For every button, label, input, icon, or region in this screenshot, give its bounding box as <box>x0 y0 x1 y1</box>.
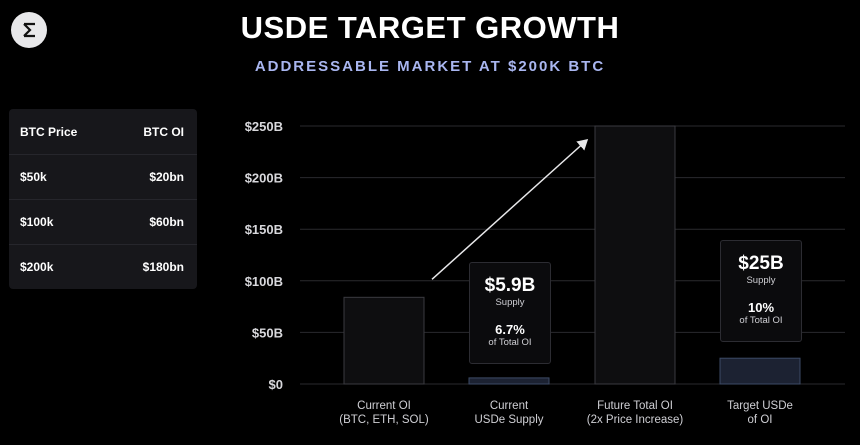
table-row: $100k $60bn <box>9 199 197 244</box>
table-cell-price: $100k <box>20 215 54 229</box>
x-tick-label-line: Target USDe <box>727 400 793 412</box>
table-header-row: BTC Price BTC OI <box>9 109 197 154</box>
annotation-current-usde: $5.9B Supply 6.7% of Total OI <box>469 262 551 364</box>
x-tick-label: Future Total OI (2x Price Increase) <box>587 400 684 426</box>
y-tick-label: $0 <box>269 377 283 392</box>
bar <box>343 296 425 385</box>
ethena-logo-icon <box>11 12 47 48</box>
table-row: $200k $180bn <box>9 244 197 289</box>
page-subtitle: ADDRESSABLE MARKET AT $200K BTC <box>254 58 606 75</box>
growth-arrow <box>431 138 589 280</box>
annotation-pct-caption: of Total OI <box>739 315 783 326</box>
btc-oi-table: BTC Price BTC OI $50k $20bn $100k $60bn … <box>9 109 197 289</box>
table-cell-price: $50k <box>20 170 47 184</box>
y-tick-label: $50B <box>252 325 283 340</box>
bar <box>719 357 801 385</box>
x-tick-label-line: Future Total OI <box>597 400 673 412</box>
annotation-pct: 10% <box>747 300 775 315</box>
x-tick-label: Current USDe Supply <box>474 400 543 426</box>
x-tick-label-line: Current <box>490 400 529 412</box>
table-cell-oi: $20bn <box>149 170 184 184</box>
table-header-btc-price: BTC Price <box>20 124 78 139</box>
annotation-target-usde: $25B Supply 10% of Total OI <box>720 240 802 342</box>
table-header-btc-oi: BTC OI <box>143 124 184 139</box>
table-cell-price: $200k <box>20 260 54 274</box>
table-row: $50k $20bn <box>9 154 197 199</box>
table-cell-oi: $180bn <box>142 260 184 274</box>
annotation-value-caption: Supply <box>746 275 776 286</box>
bar <box>594 125 676 385</box>
x-tick-label-line: of OI <box>748 414 773 426</box>
y-tick-label: $150B <box>245 222 283 237</box>
y-tick-label: $250B <box>245 119 283 134</box>
y-tick-label: $100B <box>245 274 283 289</box>
x-tick-label: Current OI (BTC, ETH, SOL) <box>339 400 429 426</box>
annotation-value-caption: Supply <box>495 297 525 308</box>
x-tick-label-line: (2x Price Increase) <box>587 414 684 426</box>
annotation-value: $25B <box>738 253 784 274</box>
annotation-pct: 6.7% <box>495 322 525 337</box>
x-tick-label-line: Current OI <box>357 400 411 412</box>
x-tick-label-line: USDe Supply <box>474 414 543 426</box>
annotation-value: $5.9B <box>484 275 536 296</box>
annotation-pct-caption: of Total OI <box>488 337 532 348</box>
x-tick-label: Target USDe of OI <box>727 400 793 426</box>
x-tick-label-line: (BTC, ETH, SOL) <box>339 414 429 426</box>
y-tick-label: $200B <box>245 171 283 186</box>
bar <box>468 377 550 385</box>
page-title: USDE TARGET GROWTH <box>240 10 620 45</box>
table-cell-oi: $60bn <box>149 215 184 229</box>
